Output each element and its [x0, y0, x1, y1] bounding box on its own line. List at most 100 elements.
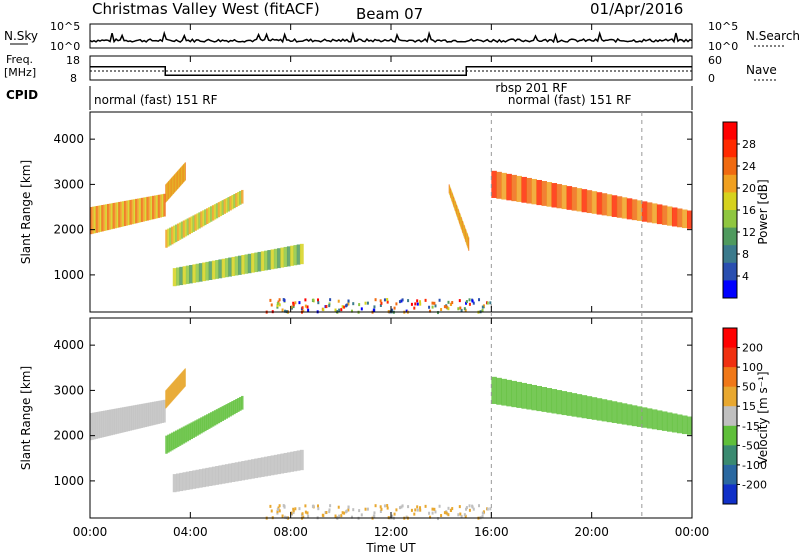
cpid-segment-1: rbsp 201 RF: [495, 81, 567, 95]
velocity-region-4-cell-12: [551, 389, 558, 414]
velocity-ground-scatter-68: [401, 504, 404, 508]
power-region-4-cell-39: [686, 210, 693, 229]
velocity-ground-scatter-111: [282, 504, 285, 508]
power-region-1-cell-17: [173, 174, 175, 193]
velocity-region-4-cell-16: [571, 393, 578, 417]
velocity-ground-scatter-127: [386, 504, 389, 508]
power-region-3-cell-25: [254, 252, 259, 273]
velocity-region-4-cell-24: [611, 401, 618, 423]
velocity-region-2-cell-23: [209, 412, 213, 428]
power-region-0-cell-7: [103, 204, 106, 232]
velocity-region-4-cell-4: [511, 380, 517, 408]
velocity-ground-scatter-5: [269, 504, 272, 508]
velocity-region-0-cell-24: [135, 404, 138, 430]
power-ground-scatter-71: [366, 301, 369, 305]
velocity-colorbar-tick-label-7: -200: [742, 478, 767, 491]
velocity-region-2-cell-28: [219, 407, 223, 423]
power-region-4-cell-22: [601, 193, 608, 216]
power-region-2-cell-7: [178, 222, 182, 240]
velocity-ylabel: Slant Range [km]: [19, 366, 33, 470]
velocity-region-2-cell-4: [173, 431, 176, 450]
power-region-5-cell-9: [453, 196, 455, 207]
power-region-1-cell-18: [174, 174, 176, 193]
velocity-region-2-cell-2: [169, 433, 172, 452]
velocity-region-0-cell-17: [121, 407, 125, 433]
velocity-ground-scatter-78: [436, 517, 439, 521]
velocity-ground-scatter-118: [457, 513, 460, 517]
power-ytick-label-1: 3000: [53, 177, 84, 191]
velocity-region-4-cell-22: [601, 399, 608, 422]
power-region-0-cell-25: [137, 198, 140, 223]
power-region-4-cell-4: [511, 174, 517, 202]
velocity-region-4-cell-9: [536, 385, 542, 412]
power-region-0-cell-2: [93, 206, 97, 234]
power-region-0-cell-10: [108, 203, 112, 230]
power-region-1-cell-1: [165, 183, 167, 202]
velocity-ground-scatter-24: [482, 510, 485, 514]
velocity-region-4-cell-14: [561, 391, 568, 416]
power-region-5-cell-0: [448, 184, 450, 194]
power-region-3-cell-10: [205, 261, 210, 281]
power-ground-scatter-43: [307, 308, 310, 312]
power-region-5-cell-8: [452, 195, 454, 206]
velocity-ground-scatter-99: [343, 511, 346, 515]
velocity-region-1-cell-33: [181, 371, 183, 390]
power-region-3-cell-38: [296, 244, 301, 265]
velocity-ground-scatter-36: [328, 508, 331, 512]
velocity-ground-scatter-114: [312, 504, 315, 508]
velocity-region-4-cell-2: [501, 378, 507, 406]
velocity-ytick-label-0: 4000: [53, 338, 84, 352]
power-region-1-cell-31: [180, 166, 182, 185]
power-ground-scatter-58: [414, 302, 417, 306]
power-region-2-cell-15: [194, 214, 197, 231]
power-ground-scatter-97: [345, 303, 348, 307]
velocity-ground-scatter-124: [358, 509, 361, 513]
power-region-1-cell-28: [179, 168, 181, 187]
power-region-2-cell-16: [196, 213, 199, 230]
power-region-1-cell-19: [174, 173, 176, 192]
nsearch-label: N.Search: [746, 29, 800, 43]
velocity-colorbar-swatch-1: [723, 347, 737, 368]
power-ground-scatter-45: [360, 307, 363, 311]
power-region-3-cell-17: [228, 257, 232, 277]
power-region-2-cell-9: [182, 220, 186, 238]
power-region-4-cell-29: [636, 200, 643, 221]
velocity-ground-scatter-37: [434, 510, 437, 514]
power-region-2-cell-6: [176, 223, 180, 241]
power-region-1-cell-35: [182, 164, 184, 183]
velocity-ground-scatter-121: [325, 511, 328, 515]
power-region-0-cell-32: [150, 196, 153, 220]
velocity-region-3-cell-29: [267, 456, 272, 476]
velocity-region-4-cell-36: [671, 413, 678, 433]
power-region-2-cell-31: [225, 198, 228, 213]
x-axis-label: Time UT: [365, 541, 416, 554]
power-ground-scatter-49: [386, 300, 389, 304]
power-region-2-cell-19: [202, 210, 205, 227]
power-region-1-cell-33: [181, 165, 183, 184]
power-ground-scatter-62: [400, 299, 403, 303]
velocity-colorbar-tick-label-5: -50: [742, 439, 760, 452]
velocity-region-4-cell-11: [546, 388, 553, 413]
power-ground-scatter-63: [298, 301, 301, 305]
power-region-3-cell-19: [234, 256, 239, 276]
velocity-region-1-cell-26: [178, 375, 180, 394]
power-region-0-cell-18: [123, 200, 127, 227]
velocity-region-2-cell-11: [186, 424, 190, 442]
power-region-5-cell-34: [465, 230, 467, 244]
velocity-region-1-cell-14: [172, 382, 174, 401]
power-ground-scatter-53: [278, 303, 281, 307]
power-region-2-cell-1: [167, 228, 170, 247]
power-ground-scatter-102: [278, 298, 281, 302]
power-ground-scatter-128: [281, 308, 284, 312]
velocity-region-4-cell-1: [496, 377, 502, 405]
power-region-2-cell-28: [219, 201, 223, 217]
power-region-5-cell-2: [449, 187, 451, 197]
velocity-region-3-cell-1: [176, 473, 180, 492]
power-ylabel: Slant Range [km]: [19, 160, 33, 264]
velocity-ground-scatter-50: [341, 511, 344, 515]
power-ground-scatter-104: [465, 301, 468, 305]
velocity-region-3-cell-34: [283, 452, 288, 473]
velocity-ground-scatter-25: [407, 505, 410, 509]
power-ytick-label-3: 1000: [53, 268, 84, 282]
x-axis-ticks: 00:00 04:00 08:00 12:00 16:00 20:00 00:00: [73, 24, 709, 539]
